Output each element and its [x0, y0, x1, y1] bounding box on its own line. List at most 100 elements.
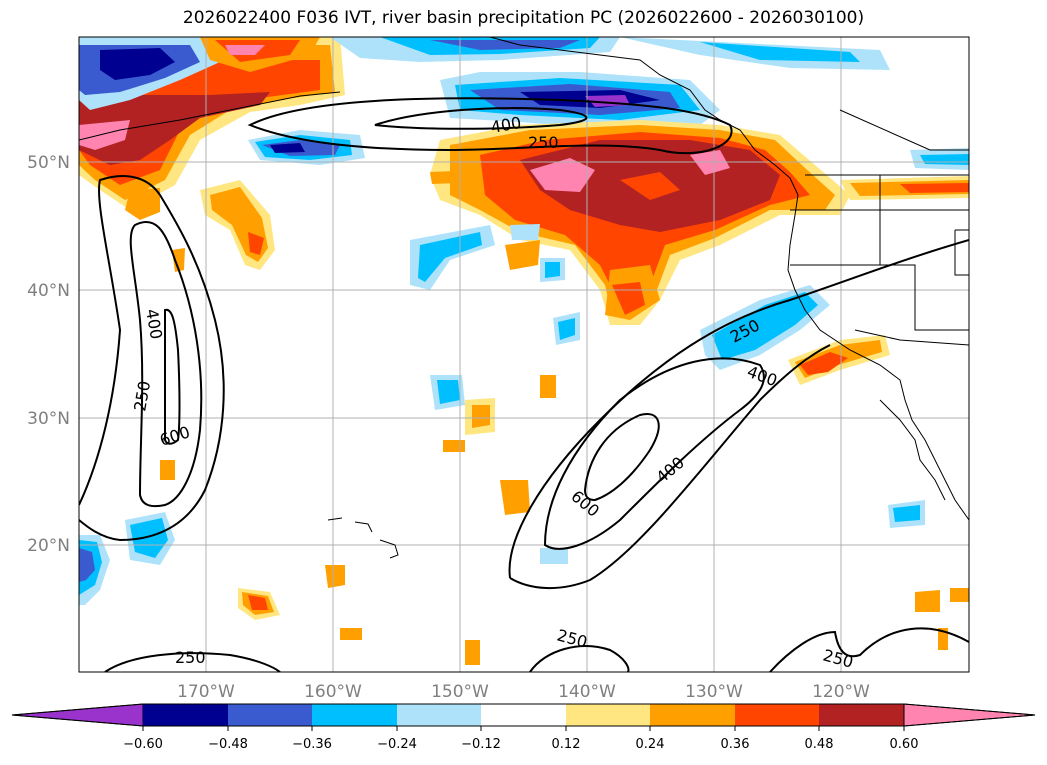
- colorbar-tick-label-9: 0.48: [805, 737, 834, 752]
- shaded-field: [79, 37, 969, 665]
- shade-top-right-blue2: [700, 42, 860, 62]
- border-states-3: [790, 264, 969, 331]
- ivt-contours: [79, 97, 969, 672]
- contour-south-2: [529, 645, 630, 672]
- shade-nw-navy: [100, 48, 175, 80]
- shade-s11: [465, 640, 480, 665]
- shade-s1-red: [248, 595, 268, 610]
- border-states-4: [839, 109, 969, 151]
- contour-west-400: [129, 220, 203, 508]
- shade-mid-blue4: [437, 380, 460, 404]
- contour-label-south-250a: 250: [175, 648, 206, 667]
- colorbar-extend-low: [11, 703, 144, 727]
- hawaii: [327, 517, 399, 559]
- colorbar-tick-label-4: −0.24: [377, 737, 417, 752]
- shade-e-blue2: [920, 154, 969, 165]
- shade-socal-red: [800, 352, 848, 375]
- shade-s17: [160, 460, 175, 480]
- shade-nw-top-pink: [225, 45, 265, 55]
- shade-ne-pink1: [530, 158, 595, 192]
- colorbar-extend-high: [903, 703, 1036, 727]
- contour-label-north-250: 250: [528, 133, 559, 152]
- shade-s5: [443, 440, 465, 452]
- shade-s14: [938, 628, 948, 650]
- colorbar-bin-4: [397, 704, 481, 726]
- colorbar-tick-label-7: 0.24: [636, 737, 665, 752]
- colorbar-bin-7: [650, 704, 735, 726]
- contour-east-600: [583, 413, 660, 502]
- shade-mid-blue2: [545, 262, 560, 278]
- map-title: 2026022400 F036 IVT, river basin precipi…: [182, 8, 865, 28]
- colorbar-tick-label-2: −0.48: [208, 737, 248, 752]
- lat-label-30: 30°N: [27, 409, 70, 429]
- shade-s16: [540, 548, 568, 564]
- shade-s4-orange: [472, 405, 490, 428]
- shade-s10: [340, 628, 362, 640]
- contour-east-250: [508, 239, 969, 579]
- shade-w3: [125, 188, 160, 220]
- shade-w1-red: [248, 232, 264, 255]
- colorbar-tick-label-8: 0.36: [721, 737, 750, 752]
- colorbar: −0.60 −0.48 −0.36 −0.24 −0.12 0.12 0.24 …: [11, 703, 1036, 752]
- lat-label-20: 20°N: [27, 536, 70, 556]
- shade-s12: [915, 590, 940, 612]
- colorbar-tick-label-1: −0.60: [123, 737, 163, 752]
- shade-ne-red-inner: [620, 172, 680, 200]
- colorbar-tick-label-10: 0.60: [890, 737, 919, 752]
- baja-coast: [879, 399, 946, 501]
- contour-north-400: [374, 107, 588, 130]
- contour-north-250: [247, 97, 733, 155]
- lon-label-160w: 160°W: [304, 682, 362, 702]
- shade-s19: [430, 170, 482, 184]
- colorbar-bin-3: [312, 704, 397, 726]
- lon-label-170w: 170°W: [177, 682, 235, 702]
- colorbar-tick-label-3: −0.36: [292, 737, 332, 752]
- shade-mid-blue: [418, 232, 482, 282]
- lon-label-140w: 140°W: [558, 682, 616, 702]
- latitude-labels: 50°N 40°N 30°N 20°N: [27, 153, 70, 556]
- shade-s6: [540, 375, 556, 398]
- shade-ll2-blue: [130, 518, 168, 558]
- colorbar-bin-9: [819, 704, 904, 726]
- shade-s2: [325, 565, 345, 588]
- contour-east-250-b: [509, 344, 831, 589]
- shade-nw-darkred: [79, 92, 270, 165]
- lon-label-120w: 120°W: [812, 682, 870, 702]
- shade-coast-blue: [712, 292, 818, 360]
- colorbar-bin-8: [735, 704, 819, 726]
- colorbar-bin-1: [143, 704, 228, 726]
- north-america-coast: [489, 37, 969, 521]
- lat-label-40: 40°N: [27, 281, 70, 301]
- colorbar-bin-2: [228, 704, 312, 726]
- shade-nw-pink: [79, 120, 130, 150]
- shade-wblob-navy: [270, 143, 305, 153]
- lat-label-50: 50°N: [27, 153, 70, 173]
- colorbar-ticks: [142, 726, 905, 731]
- contour-south-3: [769, 627, 969, 672]
- shade-s3: [500, 480, 530, 515]
- shade-s15: [893, 505, 920, 522]
- lon-label-150w: 150°W: [431, 682, 489, 702]
- longitude-labels: 170°W 160°W 150°W 140°W 130°W 120°W: [177, 682, 870, 702]
- plot-area: 400 250 400 250 600 250 400 400 600 250 …: [79, 37, 969, 672]
- contour-west-600: [163, 308, 181, 445]
- colorbar-bin-5: [481, 704, 566, 726]
- contour-east-400: [543, 357, 765, 550]
- border-mexico: [854, 329, 969, 346]
- shade-mid-blue3: [558, 318, 575, 340]
- coastlines: [79, 37, 969, 559]
- colorbar-tick-label-5: −0.12: [461, 737, 501, 752]
- shade-e-red: [900, 183, 969, 193]
- shade-s18: [510, 224, 540, 240]
- contour-south-1: [104, 652, 281, 672]
- lon-label-130w: 130°W: [685, 682, 743, 702]
- aleutians: [79, 91, 341, 141]
- plot-frame: [78, 36, 970, 673]
- colorbar-bin-6: [566, 704, 650, 726]
- shade-s7: [505, 240, 540, 270]
- contour-west-250: [79, 175, 225, 542]
- shade-w2: [172, 248, 185, 272]
- shade-ll-blue-med: [79, 548, 95, 582]
- shade-s13: [950, 588, 969, 602]
